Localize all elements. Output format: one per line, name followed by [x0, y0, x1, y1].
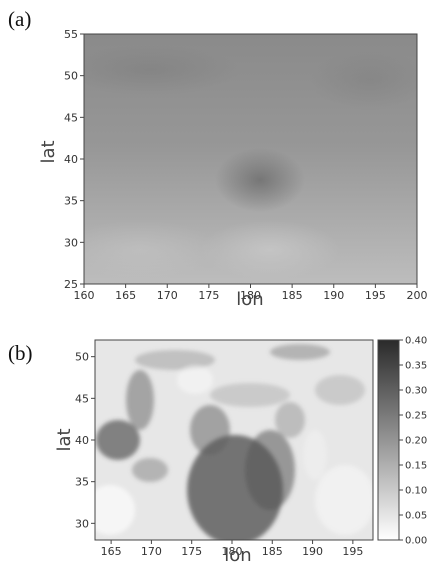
panel-b-axes: 165 170 175 180 185 190 195 30 35 40 45 50	[75, 351, 363, 558]
panel-b-xtick-label: 185	[262, 545, 283, 558]
panel-a-xtick-label: 170	[157, 289, 178, 302]
colorbar-tick-label: 0.15	[405, 461, 427, 472]
panel-b-ytick-label: 50	[75, 351, 89, 364]
panel-a-xlabel: lon	[236, 289, 263, 310]
colorbar-tick-label: 0.05	[405, 511, 427, 522]
panel-a-xtick-label: 165	[115, 289, 136, 302]
panel-a-ytick-label: 45	[64, 111, 78, 124]
panel-b-xtick-label: 175	[181, 545, 202, 558]
panel-b-texture	[95, 344, 373, 540]
panel-a-xtick-label: 185	[282, 289, 303, 302]
panel-b-ytick-label: 45	[75, 392, 89, 405]
panel-a-xtick-label: 200	[407, 289, 428, 302]
panel-b-xtick-label: 195	[342, 545, 363, 558]
panel-a-xtick-label: 160	[74, 289, 95, 302]
panel-a-heatmap	[84, 34, 417, 284]
panel-b-xtick-label: 180	[221, 545, 242, 558]
colorbar-tick-label: 0.00	[405, 536, 427, 547]
panel-b-ytick-label: 40	[75, 434, 89, 447]
panel-b-xtick-label: 170	[141, 545, 162, 558]
colorbar-ticks: 0.00 0.05 0.10 0.15 0.20 0.25 0.30 0.35 0.40	[399, 336, 427, 547]
panel-b-label: (b)	[8, 341, 33, 365]
colorbar-tick-label: 0.30	[405, 386, 427, 397]
colorbar-tick-label: 0.10	[405, 486, 427, 497]
panel-b-heatmap	[95, 340, 373, 540]
panel-a-axes: 160 165 170 175 180 185 190 195 200 25 30 35 40 45 50 5…	[64, 28, 428, 302]
panel-b-xtick-label: 190	[302, 545, 323, 558]
panel-b-xtick-label: 165	[101, 545, 122, 558]
colorbar-tick-label: 0.35	[405, 361, 427, 372]
panel-a-label: (a)	[8, 7, 31, 31]
panel-a-xtick-label: 190	[323, 289, 344, 302]
panel-a-xtick-label: 180	[240, 289, 261, 302]
colorbar-tick-label: 0.40	[405, 336, 427, 347]
panel-a-ylabel: lat	[38, 140, 59, 163]
panel-b-ytick-label: 30	[75, 517, 89, 530]
panel-b-ytick-label: 35	[75, 476, 89, 489]
panel-b-ylabel: lat	[54, 428, 75, 451]
panel-a-ytick-label: 55	[64, 28, 78, 41]
colorbar-tick-label: 0.20	[405, 436, 427, 447]
panel-b-xlabel: lon	[224, 545, 251, 566]
panel-a-xtick-label: 175	[198, 289, 219, 302]
panel-a-ytick-label: 25	[64, 278, 78, 291]
panel-a-xtick-label: 195	[365, 289, 386, 302]
colorbar	[377, 339, 400, 541]
panel-a-ytick-label: 50	[64, 70, 78, 83]
panel-a-ytick-label: 40	[64, 153, 78, 166]
panel-a-ytick-label: 35	[64, 195, 78, 208]
colorbar-tick-label: 0.25	[405, 411, 427, 422]
panel-a-ytick-label: 30	[64, 236, 78, 249]
